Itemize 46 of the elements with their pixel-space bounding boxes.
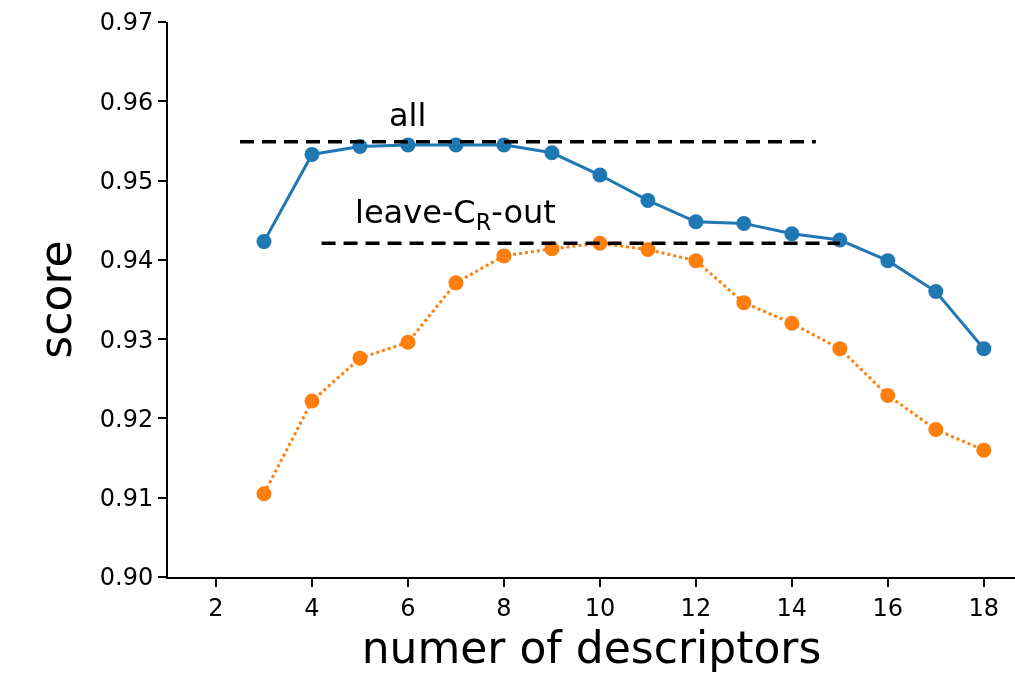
point <box>592 167 608 183</box>
point <box>832 341 848 357</box>
point <box>256 234 272 250</box>
point <box>304 146 320 162</box>
point <box>256 486 272 502</box>
y-tick-label: 0.97 <box>99 8 154 37</box>
point <box>640 242 656 258</box>
point <box>688 214 704 230</box>
x-tick-label: 8 <box>496 593 512 622</box>
x-tick-label: 10 <box>584 593 616 622</box>
point <box>400 334 416 350</box>
point <box>976 341 992 357</box>
point <box>496 248 512 264</box>
point <box>976 442 992 458</box>
point <box>448 275 464 291</box>
x-axis-title: numer of descriptors <box>361 621 822 673</box>
point <box>304 393 320 409</box>
point <box>688 253 704 269</box>
x-tick-label: 14 <box>776 593 808 622</box>
point <box>352 350 368 366</box>
point <box>784 315 800 331</box>
x-tick-label: 4 <box>304 593 320 622</box>
y-tick-label: 0.91 <box>99 484 154 513</box>
annotation: leave-C$_{R}$-out <box>355 193 556 235</box>
point <box>928 422 944 438</box>
point <box>736 295 752 311</box>
y-tick-label: 0.90 <box>99 563 154 592</box>
point <box>784 226 800 242</box>
y-tick-label: 0.92 <box>99 404 154 433</box>
y-axis-title: score <box>30 240 82 359</box>
point <box>544 145 560 161</box>
y-tick-label: 0.96 <box>99 87 154 116</box>
annotation: all <box>389 96 427 134</box>
x-tick-label: 18 <box>968 593 1000 622</box>
x-tick-label: 6 <box>400 593 416 622</box>
x-tick-label: 12 <box>680 593 712 622</box>
y-tick-label: 0.95 <box>99 166 154 195</box>
x-tick-label: 16 <box>872 593 904 622</box>
y-tick-label: 0.94 <box>99 246 154 275</box>
point <box>736 215 752 231</box>
point <box>880 253 896 269</box>
point <box>928 284 944 300</box>
point <box>880 387 896 403</box>
point <box>640 192 656 208</box>
x-tick-label: 2 <box>208 593 224 622</box>
y-tick-label: 0.93 <box>99 325 154 354</box>
